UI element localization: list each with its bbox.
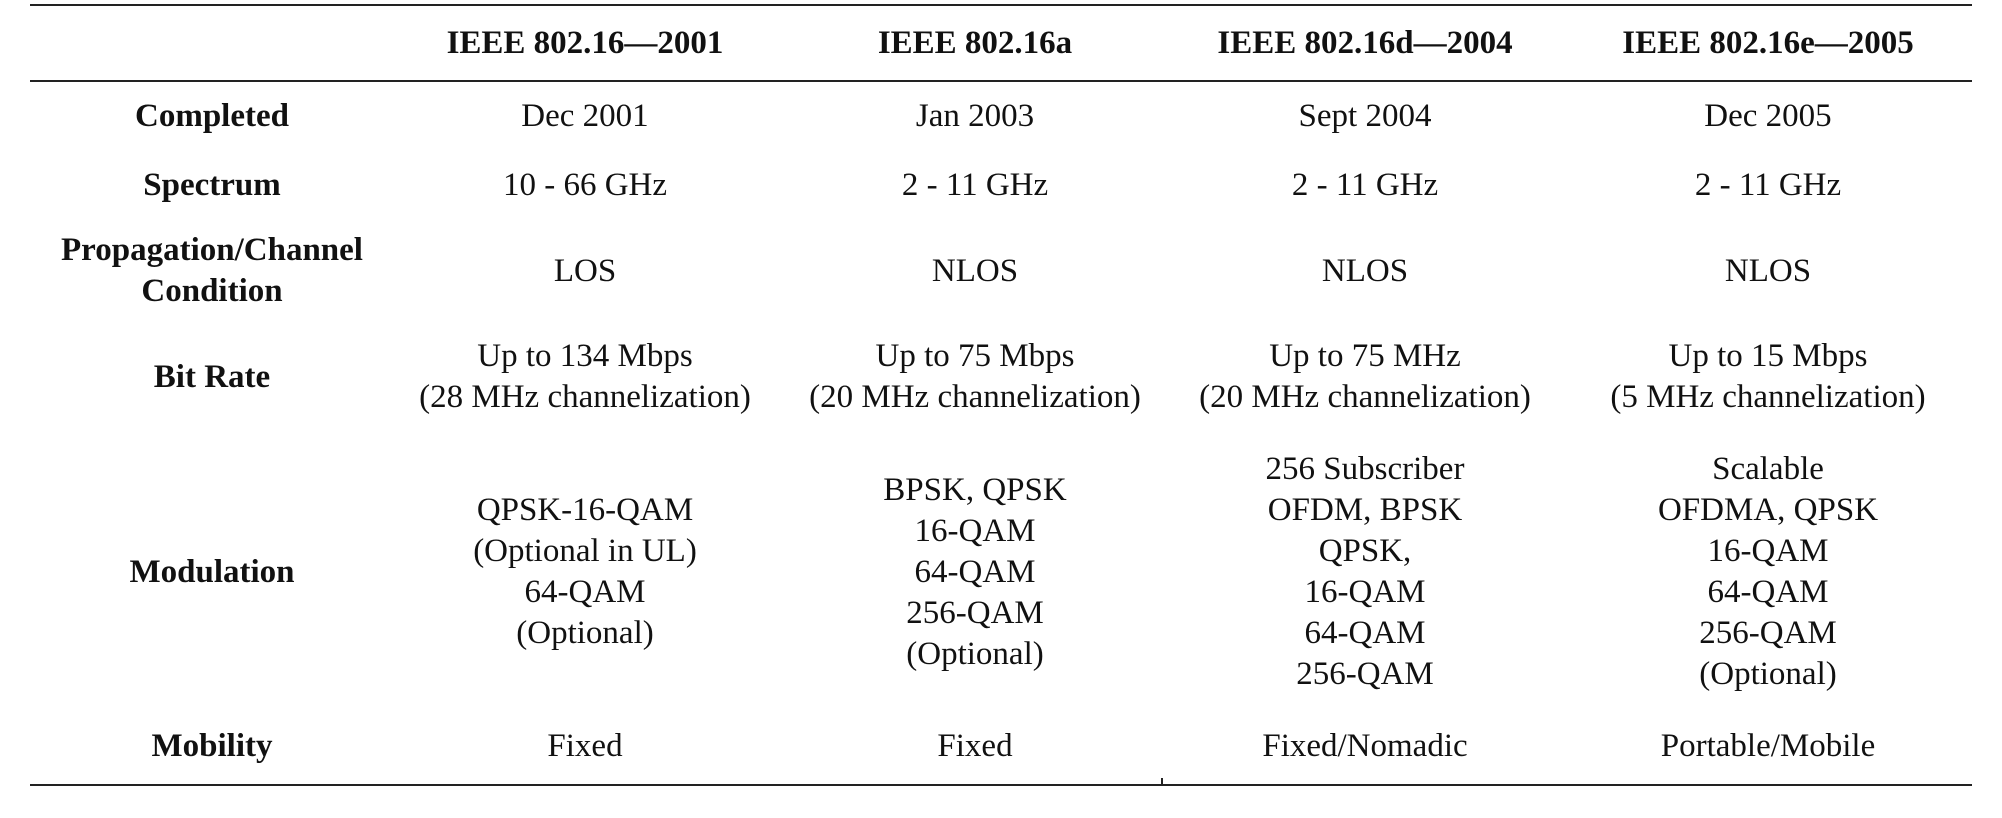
row-label: Modulation xyxy=(22,434,402,710)
row-label-line: Propagation/Channel xyxy=(61,232,363,268)
table-cell: Up to 134 Mbps (28 MHz channelization) xyxy=(395,320,775,434)
table-cell-line: (Optional in UL) xyxy=(473,533,697,569)
table-cell-line: (5 MHz channelization) xyxy=(1610,379,1926,415)
column-header: IEEE 802.16—2001 xyxy=(446,24,724,61)
table-cell-line: 2 - 11 GHz xyxy=(1291,166,1439,203)
table-cell: Jan 2003 xyxy=(785,85,1165,148)
table-cell-line: NLOS xyxy=(1724,252,1812,289)
table-cell-line: Fixed xyxy=(547,727,623,764)
table-cell-line: Dec 2005 xyxy=(1704,98,1832,134)
table-cell-line: Scalable xyxy=(1712,451,1824,487)
table-cell-line: Jan 2003 xyxy=(915,98,1035,134)
table-bottom-rule xyxy=(30,784,1972,786)
row-label-line: Mobility xyxy=(151,727,273,764)
table-cell-line: Sept 2004 xyxy=(1298,98,1432,134)
table-cell-line: Portable/Mobile xyxy=(1660,727,1876,764)
table-cell: 2 - 11 GHz xyxy=(785,148,1165,222)
row-label-line: Completed xyxy=(135,98,289,134)
row-label: Completed xyxy=(22,85,402,148)
table-cell-line: OFDM, BPSK xyxy=(1267,492,1463,528)
table-cell: Dec 2005 xyxy=(1568,85,1968,148)
table-cell-line: 64-QAM xyxy=(1304,615,1426,651)
table-cell-line: 16-QAM xyxy=(914,512,1036,549)
table-cell-line: (Optional) xyxy=(1699,656,1837,692)
table-cell-line: NLOS xyxy=(1321,252,1409,289)
column-header: IEEE 802.16a xyxy=(877,24,1073,61)
column-header: IEEE 802.16e—2005 xyxy=(1622,24,1914,61)
table-cell-line: 16-QAM xyxy=(1304,574,1426,610)
table-cell-line: Fixed xyxy=(937,727,1013,764)
table-cell-line: Up to 75 Mbps xyxy=(875,338,1075,374)
table-cell-line: (Optional) xyxy=(516,615,654,651)
table-cell-line: 256-QAM xyxy=(906,594,1044,631)
table-top-rule xyxy=(30,4,1972,6)
table-cell-line: (20 MHz channelization) xyxy=(809,379,1141,415)
table-cell: QPSK-16-QAM (Optional in UL) 64-QAM (Option… xyxy=(395,434,775,710)
table-cell: BPSK, QPSK 16-QAM 64-QAM 256-QAM (Optional) xyxy=(785,434,1165,710)
table-cell-line: QPSK, xyxy=(1318,533,1412,569)
table-cell-line: 64-QAM xyxy=(524,574,646,610)
table-cell-line: LOS xyxy=(553,252,617,289)
row-label-line: Spectrum xyxy=(143,166,281,203)
table-cell-line: Dec 2001 xyxy=(521,98,649,134)
table-cell-line: 256-QAM xyxy=(1699,615,1837,651)
table-cell-line: Up to 134 Mbps xyxy=(477,338,693,374)
table-cell: NLOS xyxy=(1568,222,1968,320)
table-cell-line: 64-QAM xyxy=(1707,574,1829,610)
table-cell: 2 - 11 GHz xyxy=(1568,148,1968,222)
table-cell: 10 - 66 GHz xyxy=(395,148,775,222)
table-cell: Fixed xyxy=(395,710,775,782)
table-cell: LOS xyxy=(395,222,775,320)
table-cell: Sept 2004 xyxy=(1175,85,1555,148)
table-cell: NLOS xyxy=(1175,222,1555,320)
table-cell-line: 10 - 66 GHz xyxy=(502,166,668,203)
table-cell-line: OFDMA, QPSK xyxy=(1657,492,1879,528)
table-cell: Fixed/Nomadic xyxy=(1175,710,1555,782)
table-cell-line: (28 MHz channelization) xyxy=(419,379,751,415)
row-label: Bit Rate xyxy=(22,320,402,434)
row-label-line: Bit Rate xyxy=(153,358,271,395)
table-bottom-tick xyxy=(1161,778,1163,786)
table-cell-line: 2 - 11 GHz xyxy=(1694,166,1842,203)
row-label: Propagation/Channel Condition xyxy=(22,222,402,320)
table-cell-line: QPSK-16-QAM xyxy=(476,492,694,528)
table-cell-line: Fixed/Nomadic xyxy=(1262,727,1468,764)
table-cell: Up to 75 MHz (20 MHz channelization) xyxy=(1175,320,1555,434)
table-cell: Fixed xyxy=(785,710,1165,782)
row-label-line: Condition xyxy=(141,273,283,309)
table-cell: Up to 75 Mbps (20 MHz channelization) xyxy=(785,320,1165,434)
table-cell: 2 - 11 GHz xyxy=(1175,148,1555,222)
table-cell-line: Up to 15 Mbps xyxy=(1668,338,1868,374)
table-cell-line: (20 MHz channelization) xyxy=(1199,379,1531,415)
row-label: Spectrum xyxy=(22,148,402,222)
table-cell-line: 256 Subscriber xyxy=(1265,451,1465,487)
row-label: Mobility xyxy=(22,710,402,782)
table-cell-line: (Optional) xyxy=(906,635,1044,672)
table-cell-line: 2 - 11 GHz xyxy=(901,166,1049,203)
table-cell-line: 256-QAM xyxy=(1296,656,1434,692)
table-cell: Scalable OFDMA, QPSK 16-QAM 64-QAM 256-QAM (O… xyxy=(1568,434,1968,710)
table-cell-line: BPSK, QPSK xyxy=(883,471,1067,508)
column-header: IEEE 802.16d—2004 xyxy=(1217,24,1513,61)
table-cell: Dec 2001 xyxy=(395,85,775,148)
table-cell-line: NLOS xyxy=(931,252,1019,289)
table-cell: Up to 15 Mbps (5 MHz channelization) xyxy=(1568,320,1968,434)
table-cell-line: Up to 75 MHz xyxy=(1269,338,1461,374)
table-cell: NLOS xyxy=(785,222,1165,320)
table-cell: 256 Subscriber OFDM, BPSK QPSK, 16-QAM 64-QA… xyxy=(1175,434,1555,710)
table-cell-line: 64-QAM xyxy=(914,553,1036,590)
row-label-line: Modulation xyxy=(129,553,295,590)
table-header-rule xyxy=(30,80,1972,82)
table-cell-line: 16-QAM xyxy=(1707,533,1829,569)
table-cell: Portable/Mobile xyxy=(1568,710,1968,782)
